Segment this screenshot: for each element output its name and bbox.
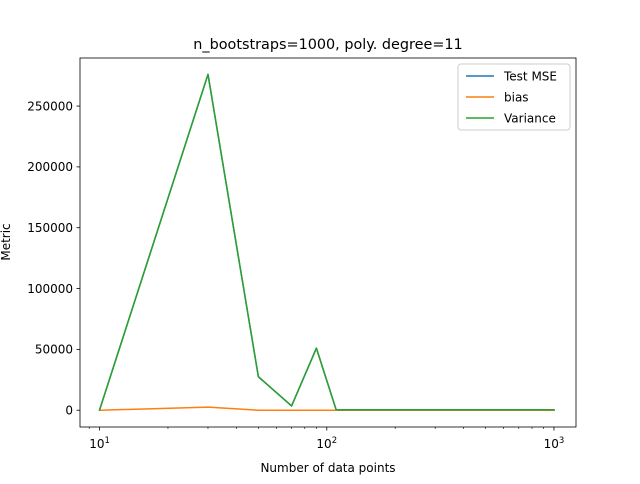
legend-box [457,63,571,131]
y-tick-label: 150000 [27,221,73,235]
y-tick-label: 200000 [27,160,73,174]
legend-label: Test MSE [503,69,557,83]
y-axis-label: Metric [0,223,13,260]
chart-title: n_bootstraps=1000, poly. degree=11 [193,37,462,53]
x-tick-label: 102 [316,436,337,451]
legend: Test MSE bias Variance [457,63,571,131]
y-tick-label: 250000 [27,99,73,113]
legend-label: bias [504,90,529,104]
x-tick-label: 101 [89,436,110,451]
x-axis-ticks: 101 102 103 [88,427,565,451]
legend-label: Variance [504,111,556,125]
y-tick-label: 100000 [27,282,73,296]
x-axis-label: Number of data points [260,461,395,475]
y-tick-label: 50000 [35,343,73,357]
plot-area [98,73,555,411]
y-tick-label: 0 [65,404,73,418]
series-line-variance [98,73,555,411]
y-axis-ticks: 0 50000 100000 150000 200000 250000 [27,99,80,418]
x-tick-label: 103 [544,436,565,451]
axes-frame [79,57,577,428]
